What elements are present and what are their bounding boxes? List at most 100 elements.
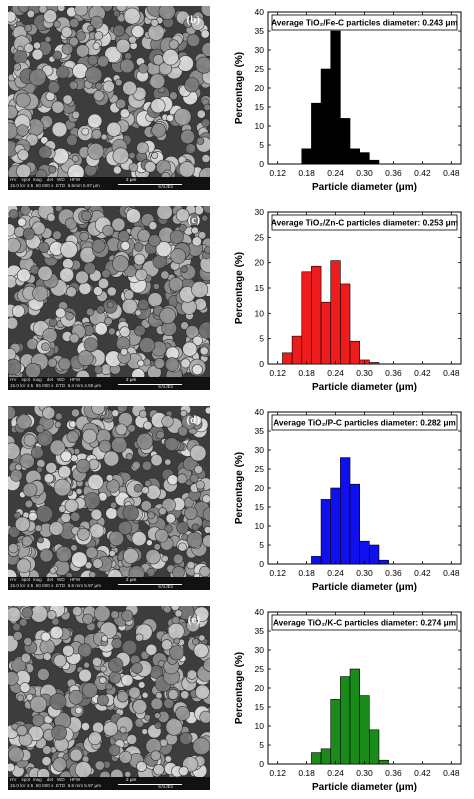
x-tick-label: 0.48 — [443, 368, 460, 378]
histogram-bar — [330, 260, 341, 365]
y-tick-label: 15 — [255, 283, 265, 293]
y-tick-label: 10 — [255, 121, 265, 131]
x-tick-label: 0.30 — [356, 568, 373, 578]
histogram-bar — [378, 559, 389, 565]
y-tick-label: 5 — [259, 140, 264, 150]
panel-label: (b) — [186, 14, 200, 26]
sem-texture — [8, 406, 210, 578]
sem-info-headers: HV spot mag det WD HFW — [10, 777, 81, 782]
histogram-bar — [340, 283, 351, 365]
x-tick-label: 0.18 — [298, 768, 315, 778]
histogram-bar — [349, 340, 360, 365]
y-tick-label: 20 — [255, 483, 265, 493]
histogram-bar — [369, 362, 380, 365]
y-tick-label: 25 — [255, 232, 265, 242]
x-tick-label: 0.30 — [356, 768, 373, 778]
y-tick-label: 0 — [259, 159, 264, 169]
y-tick-label: 0 — [259, 759, 264, 769]
y-tick-label: 0 — [259, 359, 264, 369]
panel-label: (d) — [186, 414, 200, 426]
histogram-bar — [291, 335, 303, 365]
y-tick-label: 30 — [255, 45, 265, 55]
sem-texture — [8, 206, 210, 378]
figure-panel-b: (b) HV spot mag det WD HFW 15.0 kV 4.5 50 … — [0, 0, 474, 199]
y-axis-label: Percentage (%) — [234, 252, 245, 324]
x-tick-label: 0.24 — [327, 168, 344, 178]
sem-texture — [8, 606, 210, 778]
x-tick-label: 0.12 — [269, 768, 286, 778]
sem-scale-label: 2 μm — [126, 377, 137, 382]
histogram-bar — [349, 148, 360, 165]
y-tick-label: 15 — [255, 102, 265, 112]
x-tick-label: 0.30 — [356, 168, 373, 178]
histogram-chart: 0 5 10 15 20 25 30 35 40 0.12 0.18 0.24 0.30 0.36 0.42… — [234, 407, 462, 593]
sem-info-bar: HV spot mag det WD HFW 15.0 kV 4.5 50 000… — [8, 177, 210, 190]
histogram-bar — [349, 483, 360, 565]
sem-info-headers: HV spot mag det WD HFW — [10, 377, 81, 382]
y-axis-label: Percentage (%) — [234, 52, 245, 124]
x-tick-label: 0.48 — [443, 768, 460, 778]
x-tick-label: 0.18 — [298, 368, 315, 378]
x-tick-label: 0.36 — [385, 368, 402, 378]
sem-instrument-label: SAIJEx — [158, 384, 174, 389]
histogram-chart: 0 5 10 15 20 25 30 0.12 0.18 0.24 0.30 0.36 0.42 0.48… — [234, 207, 462, 393]
histogram-bar — [340, 457, 351, 565]
histogram-bar — [369, 159, 380, 165]
chart-title: Average TiO₂/Zn-C particles diameter: 0.… — [271, 218, 458, 228]
x-tick-label: 0.12 — [269, 568, 286, 578]
x-tick-label: 0.42 — [414, 768, 431, 778]
sem-micrograph: (c) HV spot mag det WD HFW 15.0 kV 4.5 65 … — [8, 206, 210, 390]
x-tick-label: 0.48 — [443, 168, 460, 178]
y-tick-label: 35 — [255, 626, 265, 636]
histogram-bar — [359, 540, 370, 565]
histogram-bar — [320, 748, 332, 765]
x-tick-label: 0.24 — [327, 768, 344, 778]
sem-scale-bar — [118, 584, 182, 585]
y-tick-label: 10 — [255, 521, 265, 531]
x-axis-label: Particle diameter (μm) — [312, 582, 417, 593]
chart-title: Average TiO₂/Fe-C particles diameter: 0.… — [271, 18, 458, 28]
x-tick-label: 0.30 — [356, 368, 373, 378]
sem-info-values: 15.0 kV 4.5 65 000 x ETD 6.4 mm 4.59 μm — [10, 383, 101, 388]
y-axis-label: Percentage (%) — [234, 652, 245, 724]
histogram-bar — [330, 30, 341, 165]
y-tick-label: 20 — [255, 258, 265, 268]
chart-title: Average TiO₂/K-C particles diameter: 0.2… — [273, 618, 456, 628]
y-tick-label: 5 — [259, 540, 264, 550]
histogram-bar — [320, 301, 332, 365]
histogram-bar — [369, 544, 380, 565]
y-tick-label: 35 — [255, 426, 265, 436]
histogram-bar — [311, 752, 322, 765]
x-tick-label: 0.24 — [327, 568, 344, 578]
histogram-bar — [282, 352, 293, 365]
x-axis-label: Particle diameter (μm) — [312, 782, 417, 793]
sem-scale-label: 2 μm — [126, 777, 137, 782]
x-tick-label: 0.42 — [414, 168, 431, 178]
x-tick-label: 0.36 — [385, 768, 402, 778]
y-tick-label: 25 — [255, 64, 265, 74]
x-axis-label: Particle diameter (μm) — [312, 182, 417, 193]
sem-scale-label: 2 μm — [126, 577, 137, 582]
histogram-bar — [311, 265, 322, 365]
histogram-bar — [378, 759, 389, 765]
x-tick-label: 0.42 — [414, 368, 431, 378]
sem-info-bar: HV spot mag det WD HFW 15.0 kV 4.5 65 000… — [8, 377, 210, 390]
y-tick-label: 5 — [259, 740, 264, 750]
x-tick-label: 0.36 — [385, 568, 402, 578]
histogram-bar — [349, 668, 360, 765]
x-tick-label: 0.24 — [327, 368, 344, 378]
x-tick-label: 0.36 — [385, 168, 402, 178]
histogram-bar — [320, 499, 332, 565]
histogram-bar — [311, 556, 322, 565]
x-tick-label: 0.18 — [298, 568, 315, 578]
histogram-bar — [311, 102, 322, 165]
y-axis-label: Percentage (%) — [234, 452, 245, 524]
y-tick-label: 15 — [255, 702, 265, 712]
y-tick-label: 40 — [255, 607, 265, 617]
histogram-bar — [369, 729, 380, 765]
y-tick-label: 10 — [255, 721, 265, 731]
y-tick-label: 30 — [255, 207, 265, 217]
histogram-bar — [301, 271, 312, 365]
sem-scale-bar — [118, 184, 182, 185]
x-tick-label: 0.18 — [298, 168, 315, 178]
